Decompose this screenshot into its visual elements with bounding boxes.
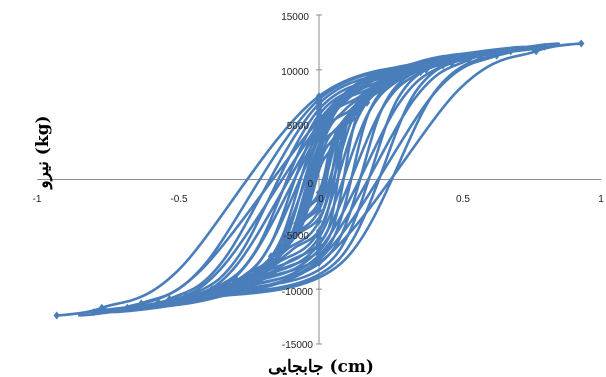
data-point-marker: [315, 92, 323, 101]
data-point-marker: [315, 245, 323, 254]
y-tick-label: 15000: [281, 12, 309, 23]
data-point-marker: [315, 258, 323, 267]
data-point-marker: [140, 302, 148, 311]
data-point-marker: [267, 257, 275, 266]
data-point-marker: [332, 137, 340, 146]
x-tick-label: 0.5: [456, 194, 470, 205]
data-point-marker: [293, 219, 300, 228]
data-point-marker: [53, 311, 60, 320]
y-axis-title: نیرو (kg): [33, 115, 53, 190]
data-point-marker: [422, 65, 430, 74]
data-point-marker: [439, 61, 447, 70]
data-point-marker: [208, 285, 216, 294]
data-point-marker: [315, 227, 323, 236]
data-point-marker: [281, 236, 289, 245]
data-point-marker: [578, 39, 585, 48]
data-point-marker: [315, 251, 323, 260]
data-point-marker: [338, 131, 345, 140]
y-tick-label: 5000: [287, 121, 310, 132]
data-point-marker: [315, 105, 323, 114]
data-point-marker: [155, 298, 162, 307]
data-point-marker: [183, 291, 190, 300]
data-point-marker: [124, 303, 131, 312]
data-point-marker: [315, 240, 323, 249]
data-point-marker: [138, 299, 145, 308]
data-point-marker: [315, 99, 323, 108]
data-point-marker: [315, 197, 323, 206]
x-tick-label: 1: [598, 194, 604, 205]
plot-area: [37, 14, 601, 345]
y-tick-label: -10000: [282, 287, 314, 298]
data-point-marker: [507, 47, 514, 56]
data-point-marker: [315, 233, 323, 242]
hysteresis-loop: [77, 42, 561, 317]
data-point-marker: [236, 279, 244, 288]
data-point-marker: [253, 266, 261, 275]
data-point-marker: [532, 47, 540, 56]
data-point-marker: [194, 292, 201, 301]
y-tick-labels: 15000 10000 5000 0 -5000 -10000 -15000: [281, 12, 313, 351]
data-point-marker: [417, 68, 424, 77]
y-tick-label: -5000: [283, 231, 309, 242]
data-point-marker: [448, 59, 455, 68]
data-point-marker: [290, 228, 297, 237]
data-point-marker: [363, 96, 371, 105]
y-tick-label: 10000: [281, 67, 309, 78]
x-tick-labels: -1 -0.5 0 0.5 1: [33, 194, 605, 205]
x-tick-label: -0.5: [170, 194, 188, 205]
x-tick-label: 0: [318, 194, 324, 205]
data-point-marker: [315, 188, 323, 197]
data-point-marker: [217, 286, 224, 295]
data-point-marker: [530, 44, 537, 53]
data-point-marker: [253, 270, 261, 279]
data-point-marker: [315, 153, 323, 162]
data-point-marker: [315, 133, 323, 142]
data-point-marker: [377, 80, 385, 89]
data-point-marker: [541, 42, 548, 51]
data-point-marker: [315, 117, 323, 126]
data-point-marker: [315, 162, 323, 171]
data-point-marker: [476, 52, 483, 61]
y-tick-label: -15000: [282, 340, 314, 351]
data-point-marker: [349, 114, 357, 123]
data-point-marker: [234, 276, 241, 285]
data-point-marker: [493, 51, 500, 60]
x-axis-title: جابجایی (cm): [268, 357, 374, 377]
data-point-marker: [298, 212, 306, 221]
data-point-marker: [315, 110, 323, 119]
data-point-marker: [352, 108, 359, 117]
data-point-marker: [315, 123, 323, 132]
data-point-marker: [341, 121, 348, 130]
data-point-marker: [315, 217, 323, 226]
data-point-marker: [377, 84, 385, 93]
data-point-marker: [90, 308, 97, 317]
y-tick-label: 0: [307, 179, 313, 190]
data-point-marker: [169, 298, 176, 307]
data-markers: [53, 39, 585, 320]
data-point-marker: [101, 306, 108, 315]
data-point-marker: [465, 55, 472, 64]
data-point-marker: [397, 74, 404, 83]
data-point-marker: [315, 144, 323, 153]
data-point-marker: [315, 206, 323, 215]
data-point-marker: [279, 243, 286, 252]
x-tick-label: -1: [33, 194, 42, 205]
